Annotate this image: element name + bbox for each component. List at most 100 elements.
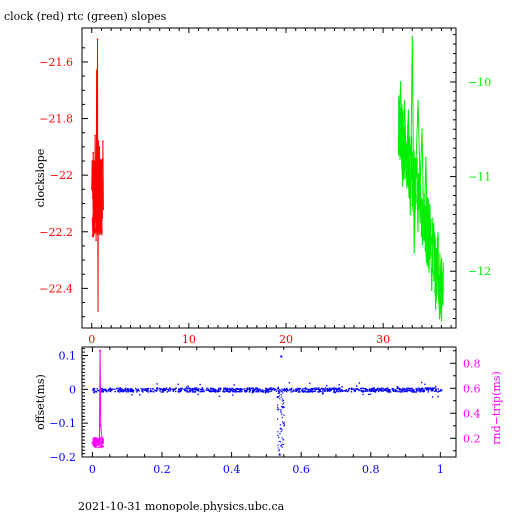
offset-point-dense	[233, 388, 235, 391]
offset-point-dense	[218, 387, 220, 390]
offset-point	[440, 389, 443, 392]
offset-point-dense	[333, 390, 335, 392]
offset-point-dense	[358, 389, 361, 392]
offset-point-dense	[211, 390, 213, 392]
offset-point-dense	[427, 387, 430, 389]
offset-point-dense	[112, 388, 114, 390]
rnd-trip-point-dense	[102, 440, 104, 442]
offset-point-dense	[195, 387, 198, 389]
offset-point-dense	[101, 389, 103, 391]
clock-point	[97, 140, 100, 143]
offset-point-dense	[273, 388, 276, 390]
offset-point-dense	[270, 390, 273, 392]
rnd-trip-point	[98, 438, 101, 441]
offset-point-dense	[323, 388, 325, 390]
rnd-trip-point-dense	[101, 446, 103, 449]
rnd-trip-point-dense	[95, 446, 97, 448]
offset-point-dense	[329, 390, 331, 392]
offset-point-dense	[239, 388, 242, 390]
offset-point-dense	[409, 390, 411, 392]
offset-point-dense	[324, 389, 326, 391]
offset-point-dense	[162, 391, 164, 393]
offset-point-dense	[339, 390, 342, 393]
offset-point-dense	[224, 387, 227, 389]
offset-point-dense	[202, 389, 205, 391]
offset-point-dense	[364, 388, 366, 390]
offset-point-dense	[251, 387, 253, 389]
offset-point-dense	[266, 388, 268, 390]
offset-point-dense	[277, 408, 279, 410]
offset-point-dense	[428, 387, 431, 389]
offset-point-dense	[178, 388, 181, 390]
offset-point-dense	[317, 391, 319, 393]
offset-point-dense	[304, 391, 306, 393]
offset-point-dense	[328, 389, 330, 391]
offset-point-dense	[191, 389, 193, 391]
offset-point-dense	[408, 388, 411, 390]
rnd-trip-point-dense	[95, 444, 97, 446]
offset-point-dense	[321, 391, 323, 393]
offset-point-dense	[274, 388, 277, 391]
offset-point-dense	[264, 392, 267, 394]
offset-point-dense	[373, 390, 376, 393]
offset-point-dense	[392, 388, 395, 390]
offset-point-dense	[363, 390, 365, 392]
offset-point-dense	[435, 390, 437, 392]
offset-point-dense	[210, 388, 212, 391]
offset-point-dense	[101, 390, 104, 392]
offset-point-dense	[329, 388, 331, 390]
offset-point-dense	[326, 384, 328, 387]
offset-point-dense	[332, 388, 334, 390]
offset-point-dense	[389, 391, 392, 393]
offset-point-dense	[137, 388, 139, 390]
offset-point-dense	[437, 388, 439, 390]
x-tick-label: 0.2	[153, 463, 171, 476]
offset-point-dense	[341, 389, 343, 391]
rnd-trip-point-dense	[97, 446, 99, 449]
offset-point-dense	[190, 389, 193, 391]
offset-point-dense	[369, 390, 371, 392]
offset-point	[280, 355, 283, 358]
offset-point-dense	[169, 390, 171, 392]
rtc-series-band	[398, 95, 444, 322]
offset-point-dense	[318, 389, 321, 391]
offset-point-dense	[321, 393, 324, 395]
offset-point-dense	[350, 388, 353, 391]
offset-point-dense	[280, 394, 282, 396]
offset-point-dense	[327, 390, 329, 392]
offset-point-dense	[415, 391, 417, 393]
rnd-trip-point-dense	[94, 437, 96, 439]
offset-point-dense	[308, 391, 311, 393]
offset-point-dense	[126, 388, 129, 390]
offset-point-dense	[279, 398, 281, 400]
offset-point-dense	[277, 387, 279, 390]
offset-point-dense	[281, 388, 283, 390]
offset-point-dense	[314, 387, 316, 389]
offset-point-dense	[189, 389, 192, 391]
offset-point-dense	[212, 390, 215, 392]
offset-point-dense	[338, 384, 340, 386]
offset-point-dense	[355, 385, 358, 387]
rnd-trip-point-dense	[99, 437, 101, 439]
rnd-trip-point-dense	[98, 446, 100, 448]
offset-point	[353, 389, 356, 392]
offset-point-dense	[378, 389, 380, 391]
offset-point	[109, 388, 112, 391]
offset-point-dense	[277, 409, 279, 411]
offset-point-dense	[253, 388, 256, 391]
offset-point-dense	[111, 389, 113, 391]
offset-point-dense	[399, 391, 402, 393]
y2-tick-label: −11	[468, 171, 491, 184]
offset-point	[214, 389, 217, 392]
offset-point-dense	[314, 390, 316, 393]
offset-point-dense	[333, 387, 335, 389]
offset-point-dense	[237, 388, 239, 391]
y-tick-label: −0.1	[49, 417, 76, 430]
offset-point-dense	[234, 390, 237, 392]
offset-point-dense	[255, 387, 257, 389]
offset-point	[282, 406, 284, 409]
offset-point-dense	[226, 387, 228, 390]
rnd-trip-point	[94, 444, 97, 447]
offset-point-dense	[174, 388, 176, 390]
offset-point-dense	[326, 389, 328, 391]
